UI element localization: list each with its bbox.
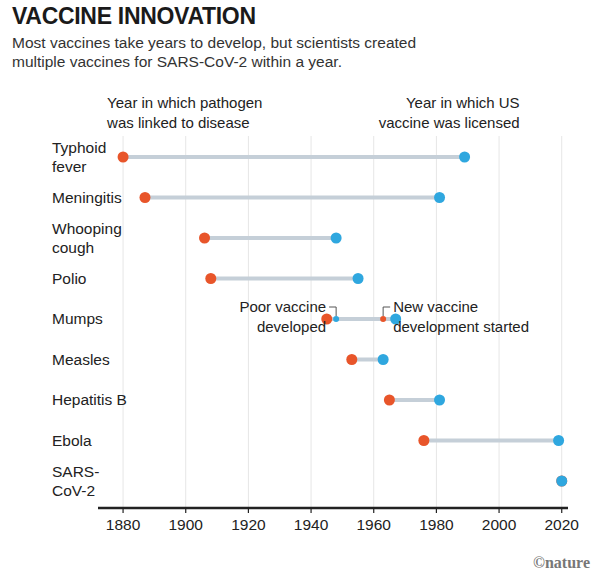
grid-line <box>373 136 374 508</box>
marks <box>118 152 568 487</box>
text-line: Ebola <box>52 432 92 449</box>
dumbbell-bar <box>211 277 358 281</box>
category-label: Ebola <box>52 432 92 449</box>
category-label: Mumps <box>52 310 103 327</box>
dot <box>346 354 357 365</box>
annotation: Poor vaccine developed <box>239 298 326 335</box>
tick-label: 1980 <box>419 516 454 533</box>
tick <box>310 508 311 513</box>
credit: ©nature <box>533 554 590 571</box>
dot <box>434 395 445 406</box>
title: VACCINE INNOVATION <box>12 3 256 29</box>
dot <box>553 435 564 446</box>
text-line: Measles <box>52 351 110 368</box>
dot <box>140 192 151 203</box>
annotation-leader <box>329 307 336 316</box>
text-line: Whooping <box>52 220 122 237</box>
dot <box>434 192 445 203</box>
dumbbell-bar <box>205 236 337 240</box>
annotation-dot <box>380 316 386 322</box>
tick-label: 1920 <box>231 516 266 533</box>
tick-label: 1940 <box>294 516 329 533</box>
tick <box>436 508 437 513</box>
text-line: Meningitis <box>52 189 122 206</box>
category-label: Hepatitis B <box>52 391 127 408</box>
dumbbell-bar <box>424 439 559 443</box>
x-axis <box>98 507 568 510</box>
grid-line <box>185 136 186 508</box>
text-line: CoV-2 <box>52 482 95 499</box>
tick <box>373 508 374 513</box>
grid-line <box>248 136 249 508</box>
dumbbell-bar <box>389 398 439 402</box>
chart: VACCINE INNOVATION Most vaccines take yea… <box>0 0 600 578</box>
dot <box>556 476 567 487</box>
subtitle: multiple vaccines for SARS-CoV-2 within … <box>12 53 342 70</box>
category-label: Meningitis <box>52 189 122 206</box>
legend-label: Year in which pathogen was linked to dise… <box>106 94 262 131</box>
dot <box>556 476 567 487</box>
category-label: Typhoid fever <box>52 139 106 175</box>
tick-label: 1960 <box>356 516 391 533</box>
dumbbell-bar <box>327 317 396 321</box>
tick <box>561 508 562 513</box>
dot <box>199 233 210 244</box>
text-line: development started <box>393 318 529 335</box>
dot <box>459 152 470 163</box>
annotations: Poor vaccine developed New vaccine developm… <box>239 298 529 335</box>
text-line: Hepatitis B <box>52 391 127 408</box>
text-line: Year in which US <box>406 94 520 111</box>
text-line: developed <box>257 318 326 335</box>
tick-label: 2020 <box>544 516 579 533</box>
annotation: New vaccine development started <box>393 298 529 335</box>
tick-label: 1900 <box>168 516 203 533</box>
category-label: SARS- CoV-2 <box>52 463 99 499</box>
dumbbell-bar <box>145 196 440 200</box>
grid-line <box>561 136 562 508</box>
dot <box>418 435 429 446</box>
tick-label: 2000 <box>482 516 517 533</box>
dot <box>118 152 129 163</box>
text-line: SARS- <box>52 463 99 480</box>
legend-label: Year in which US vaccine was licensed <box>379 94 520 131</box>
text-line: cough <box>52 239 94 256</box>
dot <box>378 354 389 365</box>
text-line: Polio <box>52 270 86 287</box>
tick-label: 1880 <box>106 516 141 533</box>
subtitle: Most vaccines take years to develop, but… <box>12 34 416 51</box>
dot <box>384 395 395 406</box>
dot <box>331 233 342 244</box>
tick <box>248 508 249 513</box>
tick <box>185 508 186 513</box>
category-label: Polio <box>52 270 86 287</box>
text-line: was linked to disease <box>106 114 250 131</box>
category-label: Measles <box>52 351 110 368</box>
text-line: Year in which pathogen <box>107 94 262 111</box>
tick <box>122 508 123 513</box>
text-line: Typhoid <box>52 139 106 156</box>
text-line: fever <box>52 158 86 175</box>
dumbbell-bar <box>123 155 465 159</box>
tick <box>498 508 499 513</box>
dot <box>353 273 364 284</box>
category-label: Whooping cough <box>52 220 122 256</box>
annotation-dot <box>333 316 339 322</box>
dot <box>205 273 216 284</box>
text-line: Mumps <box>52 310 103 327</box>
text-line: New vaccine <box>393 298 478 315</box>
grid-line <box>123 136 124 508</box>
annotation-leader <box>383 307 390 316</box>
text-line: vaccine was licensed <box>379 114 520 131</box>
text-line: Poor vaccine <box>239 298 326 315</box>
